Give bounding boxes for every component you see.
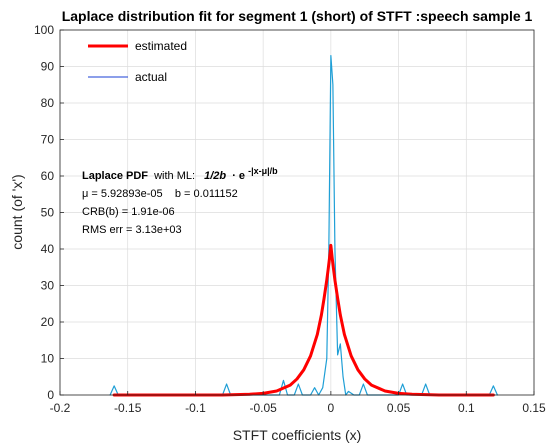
y-tick-label: 90 xyxy=(41,60,55,74)
x-tick-label: -0.05 xyxy=(249,401,277,415)
fit-annotation: Laplace PDF with ML: 1/2b · e -|x-μ|/b μ… xyxy=(82,166,278,236)
legend-label-actual: actual xyxy=(135,70,167,84)
annotation-rms: RMS err = 3.13e+03 xyxy=(82,224,182,236)
y-tick-label: 80 xyxy=(41,96,55,110)
annotation-formula-dot: · e xyxy=(232,170,245,182)
annotation-formula-main: 1/2b xyxy=(204,170,226,182)
legend-label-estimated: estimated xyxy=(135,39,187,53)
annotation-pdf-line: Laplace PDF with ML: 1/2b · e -|x-μ|/b xyxy=(82,166,278,182)
y-tick-label: 60 xyxy=(41,169,55,183)
y-tick-label: 30 xyxy=(41,279,55,293)
x-tick-label: -0.15 xyxy=(114,401,142,415)
annotation-pdf-bold: Laplace PDF xyxy=(82,170,148,182)
annotation-crb: CRB(b) = 1.91e-06 xyxy=(82,206,175,218)
x-tick-label: -0.2 xyxy=(50,401,71,415)
y-tick-label: 20 xyxy=(41,315,55,329)
x-tick-label: 0 xyxy=(328,401,335,415)
y-tick-label: 100 xyxy=(34,23,54,37)
x-tick-label: -0.1 xyxy=(185,401,206,415)
legend: estimated actual xyxy=(88,39,187,84)
y-tick-label: 0 xyxy=(47,388,54,402)
x-tick-label: 0.15 xyxy=(522,401,546,415)
x-tick-label: 0.1 xyxy=(458,401,475,415)
x-tick-label: 0.05 xyxy=(387,401,411,415)
y-tick-label: 40 xyxy=(41,242,55,256)
annotation-pdf-rest: with ML: xyxy=(153,170,195,182)
chart-title: Laplace distribution fit for segment 1 (… xyxy=(62,8,533,24)
x-axis-label: STFT coefficients (x) xyxy=(233,427,362,443)
x-axis-ticks: -0.2 -0.15 -0.1 -0.05 0 0.05 0.1 0.15 xyxy=(50,391,546,415)
y-axis-ticks: 0 10 20 30 40 50 60 70 80 90 100 xyxy=(34,23,64,402)
y-axis-label: count (of 'x') xyxy=(9,174,25,249)
y-tick-label: 10 xyxy=(41,352,55,366)
series-line-estimated xyxy=(112,243,495,397)
annotation-formula-exponent: -|x-μ|/b xyxy=(248,166,278,176)
y-tick-label: 70 xyxy=(41,133,55,147)
annotation-mu-b: μ = 5.92893e-05 b = 0.011152 xyxy=(82,188,238,200)
y-tick-label: 50 xyxy=(41,206,55,220)
